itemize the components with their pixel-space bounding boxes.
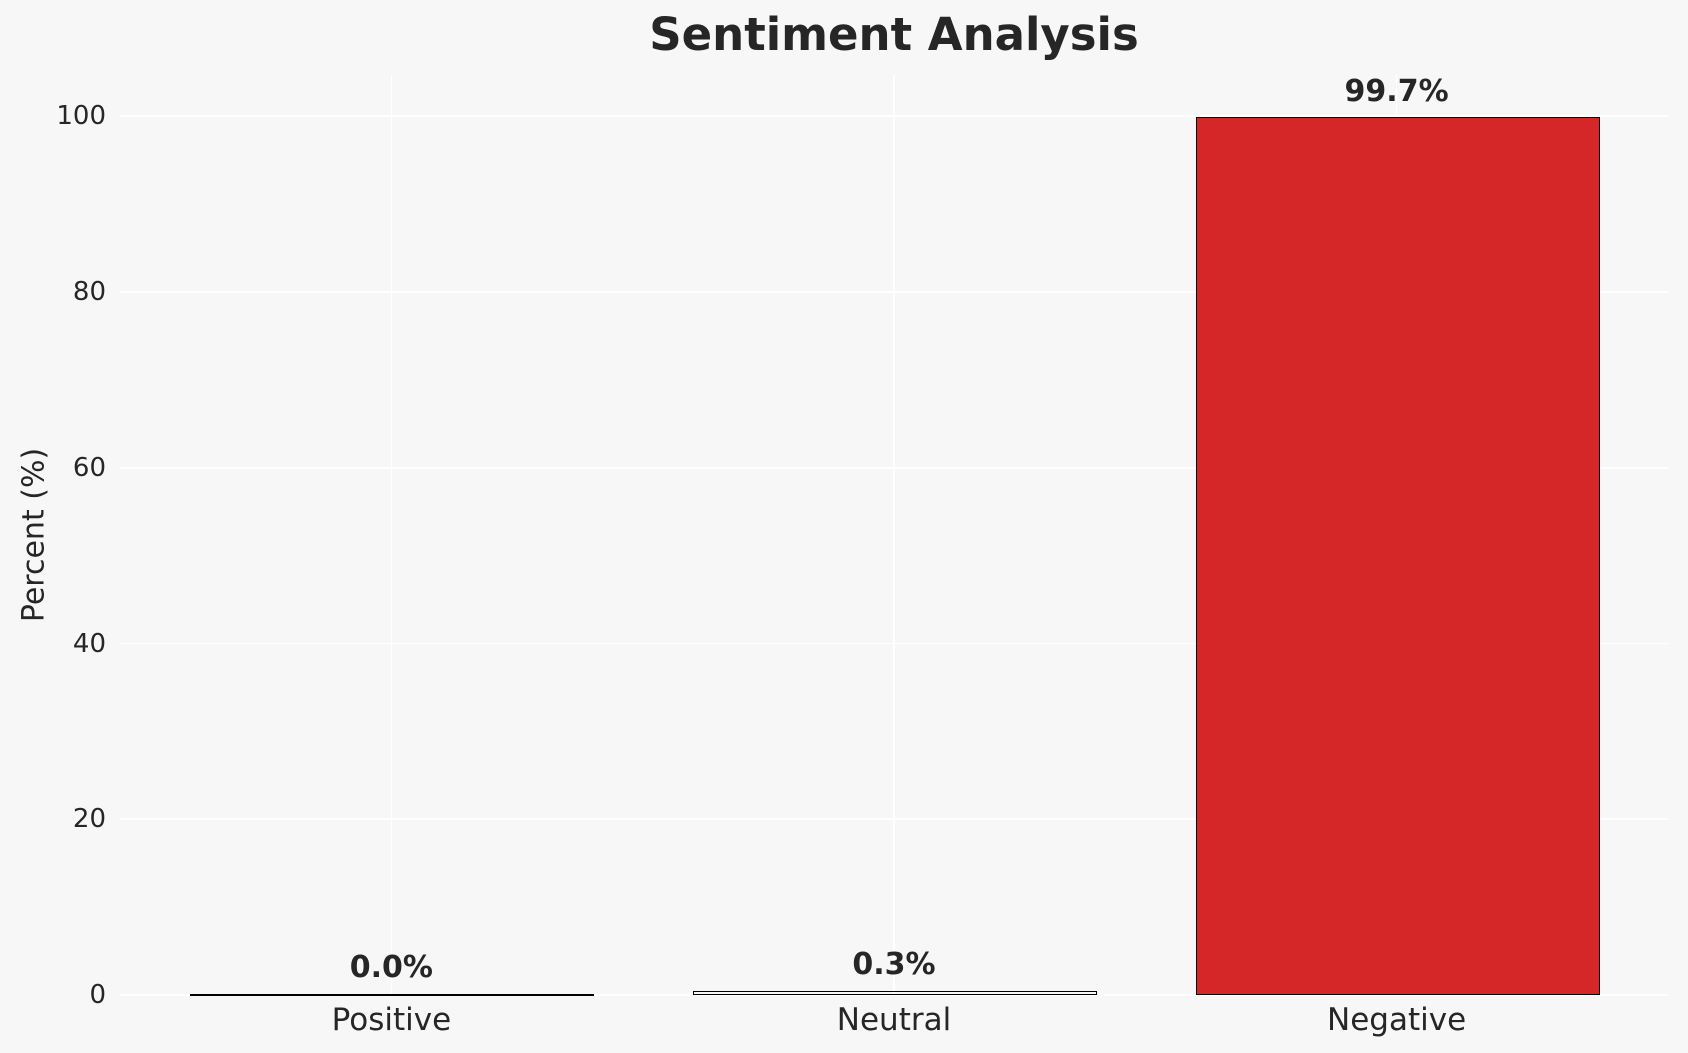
y-tick-label-80: 80 bbox=[72, 277, 106, 308]
y-tick-label-20: 20 bbox=[72, 804, 106, 835]
x-tick-label-positive: Positive bbox=[331, 1002, 452, 1038]
bar-negative bbox=[1195, 117, 1600, 996]
y-tick-label-100: 100 bbox=[56, 101, 106, 132]
y-tick-label-40: 40 bbox=[72, 628, 106, 659]
x-tick-label-neutral: Neutral bbox=[836, 1002, 952, 1038]
bar-neutral bbox=[692, 990, 1098, 996]
bar-value-label-neutral: 0.3% bbox=[852, 947, 936, 983]
bar-value-label-negative: 99.7% bbox=[1344, 73, 1449, 109]
bar-positive bbox=[190, 993, 595, 996]
x-gridline-neutral bbox=[893, 75, 895, 995]
y-tick-label-0: 0 bbox=[89, 980, 106, 1010]
chart-title: Sentiment Analysis bbox=[649, 8, 1139, 61]
bar-value-label-positive: 0.0% bbox=[349, 950, 433, 985]
x-tick-label-negative: Negative bbox=[1327, 1002, 1467, 1038]
y-tick-label-60: 60 bbox=[72, 452, 106, 483]
x-gridline-positive bbox=[390, 75, 393, 995]
